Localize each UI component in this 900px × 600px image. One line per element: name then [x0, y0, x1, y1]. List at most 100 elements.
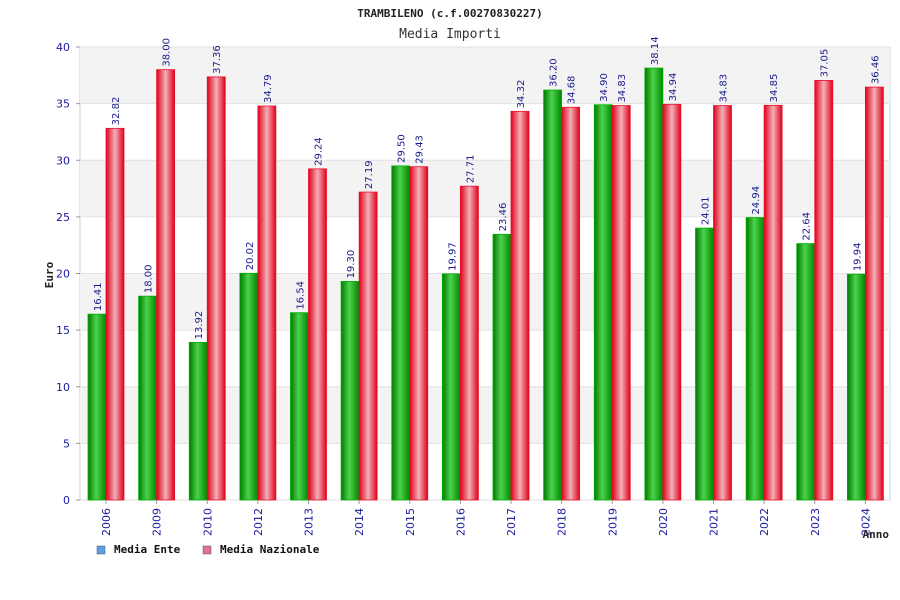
value-label-media-ente-2020: 38.14 — [650, 36, 661, 65]
bar-media-ente-2022 — [745, 217, 765, 501]
bar-media-nazionale-2020 — [662, 103, 682, 501]
value-label-media-ente-2016: 19.97 — [447, 242, 458, 271]
bar-media-nazionale-2017 — [510, 110, 530, 501]
bar-media-ente-2010 — [188, 341, 208, 501]
value-label-media-nazionale-2006: 32.82 — [111, 97, 122, 126]
value-label-media-ente-2012: 20.02 — [245, 242, 256, 271]
value-labels: 16.41 32.82 18.00 38.00 13.92 37.36 20.02 34.79… — [93, 36, 881, 339]
x-tick-label-2024: 2024 — [859, 508, 872, 536]
bar-media-ente-2014 — [340, 281, 360, 501]
y-tick-label: 35 — [56, 98, 70, 111]
value-label-media-ente-2024: 19.94 — [852, 243, 863, 272]
x-tick-label-2022: 2022 — [758, 508, 771, 536]
x-tick-label-2017: 2017 — [505, 508, 518, 536]
bar-group — [87, 67, 884, 501]
bar-media-ente-2006 — [87, 313, 107, 501]
y-tick-label: 25 — [56, 211, 70, 224]
x-tick-label-2016: 2016 — [454, 508, 467, 536]
y-axis-label: Euro — [43, 261, 56, 288]
bar-media-ente-2015 — [391, 165, 411, 501]
x-tick-label-2010: 2010 — [201, 508, 214, 536]
value-label-media-nazionale-2018: 34.68 — [567, 76, 578, 105]
value-label-media-nazionale-2019: 34.83 — [617, 74, 628, 103]
bar-media-nazionale-2019 — [611, 105, 631, 501]
chart-subtitle: Media Importi — [399, 27, 501, 42]
value-label-media-nazionale-2023: 37.05 — [820, 49, 831, 78]
value-label-media-ente-2009: 18.00 — [144, 265, 155, 294]
y-tick-label: 30 — [56, 154, 70, 167]
bar-media-nazionale-2015 — [409, 166, 429, 501]
bar-media-nazionale-2023 — [814, 80, 834, 501]
bar-media-ente-2017 — [492, 233, 512, 501]
bar-media-nazionale-2014 — [358, 191, 378, 501]
value-label-media-nazionale-2022: 34.85 — [769, 74, 780, 103]
x-axis-ticks: 2006 2009 2010 2012 2013 2014 2015 2016 2017 2018… — [100, 500, 872, 536]
value-label-media-ente-2019: 34.90 — [599, 73, 610, 102]
y-tick-label: 20 — [56, 268, 70, 281]
bar-media-nazionale-2016 — [459, 185, 479, 501]
value-label-media-nazionale-2021: 34.83 — [719, 74, 730, 103]
bar-media-nazionale-2013 — [308, 168, 327, 501]
legend: Media Ente Media Nazionale — [96, 543, 320, 556]
value-label-media-ente-2021: 24.01 — [701, 196, 712, 225]
y-tick-label: 0 — [63, 494, 70, 507]
x-tick-label-2013: 2013 — [303, 508, 316, 536]
x-tick-label-2023: 2023 — [809, 508, 822, 536]
x-tick-label-2021: 2021 — [708, 508, 721, 536]
bar-media-ente-2020 — [644, 67, 664, 501]
value-label-media-ente-2023: 22.64 — [802, 212, 813, 241]
x-tick-label-2019: 2019 — [606, 508, 619, 536]
bar-media-ente-2021 — [695, 227, 714, 501]
bar-media-ente-2013 — [290, 312, 309, 501]
legend-label-media-nazionale: Media Nazionale — [220, 543, 320, 556]
bar-media-nazionale-2022 — [763, 104, 783, 501]
value-label-media-nazionale-2015: 29.43 — [415, 135, 426, 164]
value-label-media-ente-2006: 16.41 — [93, 283, 104, 312]
y-tick-label: 15 — [56, 324, 70, 337]
x-tick-label-2020: 2020 — [657, 508, 670, 536]
bar-media-nazionale-2012 — [257, 105, 277, 501]
x-tick-label-2018: 2018 — [556, 508, 569, 536]
bar-media-nazionale-2021 — [713, 105, 732, 501]
value-label-media-nazionale-2009: 38.00 — [162, 38, 173, 67]
value-label-media-ente-2014: 19.30 — [346, 250, 357, 279]
value-label-media-nazionale-2016: 27.71 — [465, 155, 476, 184]
y-tick-label: 5 — [63, 437, 70, 450]
value-label-media-ente-2010: 13.92 — [194, 311, 205, 340]
value-label-media-ente-2013: 16.54 — [296, 281, 307, 310]
x-tick-label-2014: 2014 — [353, 508, 366, 536]
legend-swatch-media-nazionale — [202, 545, 212, 555]
bar-media-nazionale-2024 — [864, 86, 884, 501]
bar-media-ente-2016 — [441, 273, 461, 501]
x-tick-label-2009: 2009 — [151, 508, 164, 536]
value-label-media-ente-2015: 29.50 — [397, 134, 408, 163]
bar-media-ente-2012 — [239, 272, 259, 501]
value-label-media-nazionale-2010: 37.36 — [212, 45, 223, 74]
x-tick-label-2015: 2015 — [404, 508, 417, 536]
value-label-media-nazionale-2013: 29.24 — [314, 137, 325, 166]
legend-label-media-ente: Media Ente — [114, 543, 181, 556]
bar-media-nazionale-2018 — [561, 106, 581, 501]
value-label-media-ente-2017: 23.46 — [498, 203, 509, 232]
bar-media-ente-2018 — [543, 89, 563, 501]
bar-media-nazionale-2010 — [206, 76, 226, 501]
value-label-media-ente-2018: 36.20 — [549, 58, 560, 87]
x-tick-label-2012: 2012 — [252, 508, 265, 536]
x-tick-label-2006: 2006 — [100, 508, 113, 536]
bar-media-ente-2009 — [138, 295, 158, 501]
chart-title: TRAMBILENO (c.f.00270830227) — [357, 7, 542, 20]
value-label-media-nazionale-2024: 36.46 — [870, 55, 881, 84]
bar-media-nazionale-2009 — [156, 69, 176, 501]
value-label-media-nazionale-2012: 34.79 — [263, 74, 274, 103]
y-tick-label: 10 — [56, 381, 70, 394]
value-label-media-nazionale-2014: 27.19 — [364, 160, 375, 189]
y-axis-ticks: 0 5 10 15 20 25 30 35 40 — [56, 41, 80, 507]
bar-media-ente-2023 — [796, 243, 816, 501]
bar-media-ente-2024 — [846, 273, 866, 501]
bar-media-nazionale-2006 — [105, 127, 125, 501]
value-label-media-nazionale-2020: 34.94 — [668, 73, 679, 102]
y-tick-label: 40 — [56, 41, 70, 54]
value-label-media-ente-2022: 24.94 — [751, 186, 762, 215]
legend-swatch-media-ente — [96, 545, 106, 555]
